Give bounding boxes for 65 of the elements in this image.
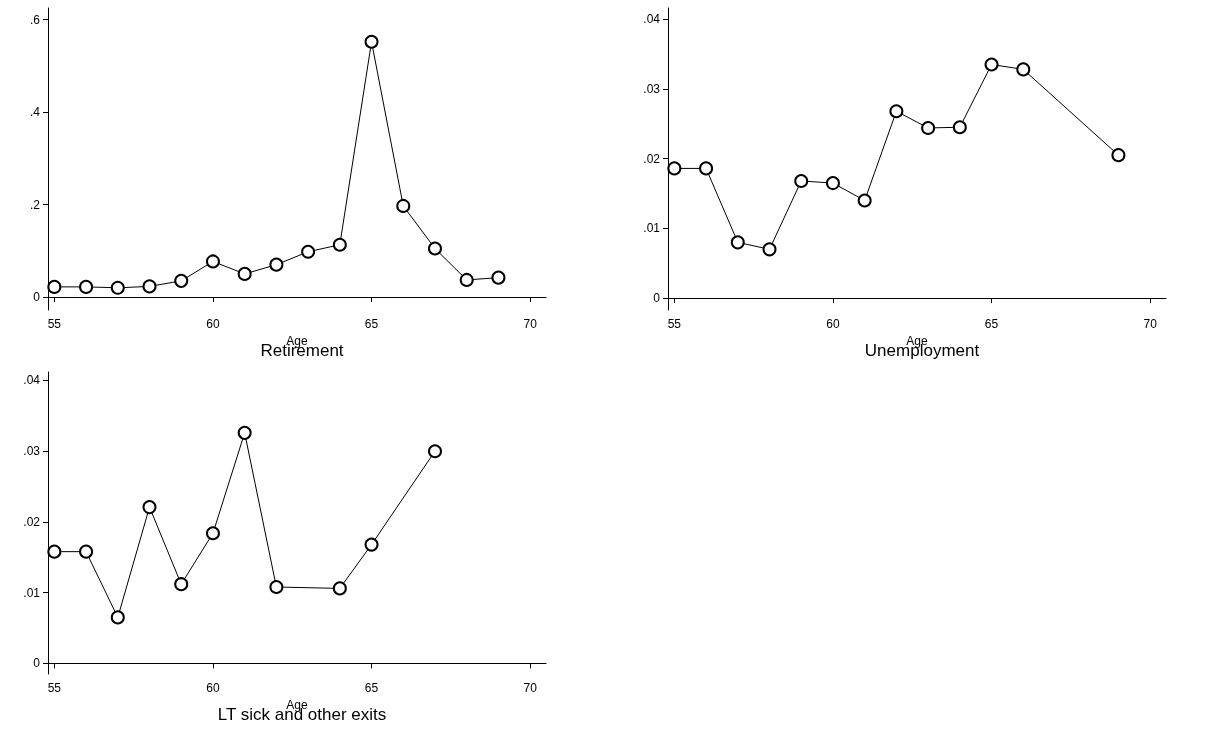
point [205, 254, 220, 269]
y-tick-label: .03 [23, 444, 41, 459]
point [857, 193, 872, 208]
x-tick-label: 65 [364, 681, 379, 695]
point [110, 280, 125, 295]
point [427, 241, 442, 256]
y-tick-label: .01 [643, 221, 661, 236]
point [301, 244, 316, 259]
x-tick-label: 70 [523, 681, 538, 695]
point [269, 257, 284, 272]
y-tick-label: .2 [29, 197, 41, 212]
x-tick-label: 55 [47, 681, 62, 695]
point [921, 120, 936, 135]
point [491, 270, 506, 285]
point [205, 526, 220, 541]
point [699, 161, 714, 176]
point [794, 173, 809, 188]
point [730, 235, 745, 250]
point [889, 104, 904, 119]
point [1016, 62, 1031, 77]
x-tick-label: 65 [984, 317, 999, 331]
point [174, 577, 189, 592]
y-tick-label: 0 [33, 290, 41, 305]
point [984, 57, 999, 72]
point [459, 272, 474, 287]
y-tick-label: .6 [29, 12, 41, 27]
point [1111, 148, 1126, 163]
point [825, 176, 840, 191]
y-tick-label: .02 [643, 151, 661, 166]
x-tick-label: 60 [206, 681, 220, 695]
point [174, 273, 189, 288]
y-tick-label: 0 [653, 291, 661, 306]
point [47, 279, 62, 294]
point [79, 279, 94, 294]
y-tick-label: 0 [33, 656, 41, 671]
x-tick-label: 65 [364, 317, 379, 331]
y-tick-label: .4 [29, 105, 41, 120]
x-tick-label: 70 [523, 317, 538, 331]
point [269, 580, 284, 594]
point [237, 266, 252, 281]
point [427, 444, 442, 459]
point [142, 500, 157, 515]
point [364, 34, 379, 49]
y-tick-label: .02 [23, 514, 41, 529]
point [332, 581, 347, 596]
point [762, 242, 777, 257]
point [110, 610, 125, 625]
y-tick-label: .03 [643, 81, 661, 96]
x-tick-label: 60 [826, 317, 840, 331]
point [396, 198, 411, 213]
point [952, 120, 967, 135]
y-tick-label: .04 [23, 373, 41, 388]
point [667, 161, 682, 176]
point [47, 544, 62, 559]
y-tick-label: .04 [643, 12, 661, 27]
point [142, 279, 157, 294]
x-tick-label: 55 [667, 317, 682, 331]
x-tick-label: 70 [1143, 317, 1158, 331]
x-tick-label: 55 [47, 317, 62, 331]
point [79, 544, 94, 559]
point [237, 425, 252, 440]
y-tick-label: .01 [23, 585, 41, 600]
point [364, 537, 379, 552]
point [332, 237, 347, 252]
x-tick-label: 60 [206, 317, 220, 331]
